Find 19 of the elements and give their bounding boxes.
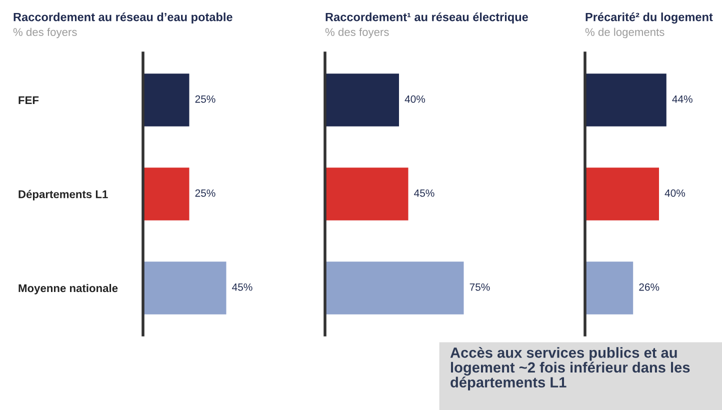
y-tick-label: FEF: [18, 96, 39, 104]
data-label: 75%: [470, 283, 490, 291]
data-label: 44%: [672, 95, 692, 103]
text: Accès aux services publics et au logement ~2 fois inférieur dans les départements L1: [450, 347, 690, 390]
data-label: 26%: [639, 283, 660, 291]
data-label: 40%: [404, 95, 426, 103]
data-label: 25%: [195, 189, 216, 197]
data-label: 45%: [414, 189, 434, 197]
chart-title: Précarité² du logement: [586, 12, 713, 24]
chart-title: Raccordement¹ au réseau électrique: [326, 12, 528, 24]
chart-subtitle: % des foyers: [325, 28, 389, 38]
text: % des foyers: [13, 28, 77, 38]
chart-title: Raccordement au réseau d’eau potable: [14, 12, 232, 24]
y-tick-label: Départements L1: [18, 190, 108, 200]
data-label: 25%: [195, 95, 216, 103]
data-label: 45%: [232, 283, 252, 291]
data-label: 40%: [664, 189, 686, 197]
y-tick-label: Moyenne nationale: [18, 284, 118, 294]
chart-subtitle: % de logements: [585, 28, 664, 38]
